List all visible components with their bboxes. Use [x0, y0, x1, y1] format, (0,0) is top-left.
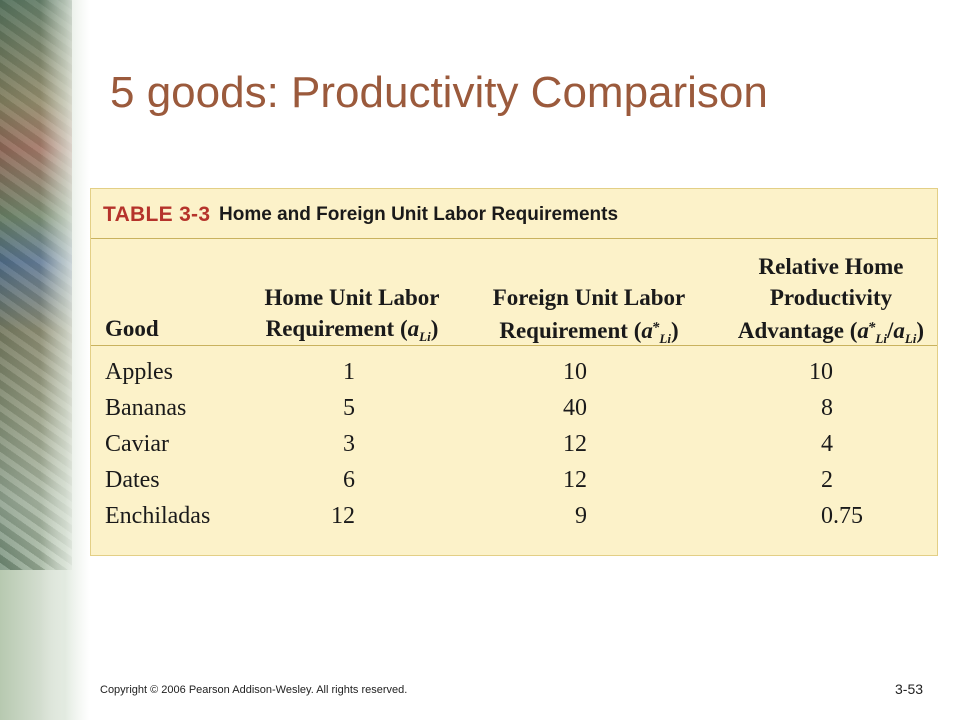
- header-relative-text: Advantage (: [737, 318, 858, 343]
- copyright-notice: Copyright © 2006 Pearson Addison-Wesley.…: [100, 684, 408, 696]
- cell-relative: 2: [821, 467, 833, 493]
- relative-symbol2-a: a: [893, 318, 905, 343]
- header-foreign-line1: Foreign Unit Labor: [492, 285, 686, 310]
- cell-home: 3: [343, 431, 355, 457]
- cell-foreign: 12: [563, 431, 587, 457]
- sidebar-fade: [40, 0, 90, 720]
- cell-foreign: 40: [563, 395, 587, 421]
- header-home-line2: Requirement (aLi): [257, 313, 447, 352]
- cell-home: 6: [343, 467, 355, 493]
- table-row: Enchiladas 12 9 0.75: [91, 498, 937, 534]
- cell-relative: 10: [809, 359, 833, 385]
- header-foreign: Foreign Unit Labor Requirement (a*Li): [489, 282, 689, 354]
- foreign-symbol-a: a: [641, 318, 653, 343]
- header-home-close: ): [430, 316, 439, 341]
- header-home-text: Requirement (: [265, 316, 408, 341]
- cell-home: 12: [331, 503, 355, 529]
- relative-symbol2-sub: Li: [904, 331, 917, 346]
- header-relative-line3: Advantage (a*Li/aLi): [731, 313, 931, 354]
- header-home-line1: Home Unit Labor: [264, 285, 440, 310]
- table-row: Dates 6 12 2: [91, 462, 937, 498]
- table-label: TABLE 3-3: [103, 203, 211, 226]
- relative-symbol-home: aLi: [893, 318, 917, 346]
- cell-good: Caviar: [105, 431, 169, 457]
- header-relative: Relative Home Productivity Advantage (a*…: [731, 251, 931, 354]
- cell-relative: 0.75: [821, 503, 863, 529]
- cell-home: 1: [343, 359, 355, 385]
- table-caption: TABLE 3-3 Home and Foreign Unit Labor Re…: [91, 189, 937, 239]
- header-foreign-close: ): [670, 318, 679, 343]
- slide-title: 5 goods: Productivity Comparison: [110, 68, 768, 117]
- decorative-sidebar: [0, 0, 90, 720]
- header-foreign-text: Requirement (: [499, 318, 642, 343]
- header-good: Good: [105, 316, 159, 341]
- relative-symbol1-a: a: [857, 318, 869, 343]
- cell-foreign: 12: [563, 467, 587, 493]
- cell-foreign: 10: [563, 359, 587, 385]
- header-relative-line2: Productivity: [769, 285, 893, 310]
- relative-symbol1-sub: Li: [875, 331, 887, 346]
- cell-good: Apples: [105, 359, 173, 385]
- table-row: Apples 1 10 10: [91, 354, 937, 390]
- header-relative-close: ): [916, 318, 925, 343]
- relative-symbol-foreign: a*Li: [857, 318, 887, 346]
- table-figure: TABLE 3-3 Home and Foreign Unit Labor Re…: [90, 188, 938, 556]
- home-symbol-a: a: [407, 316, 420, 341]
- header-relative-line1: Relative Home: [758, 254, 904, 279]
- table-body: Apples 1 10 10 Bananas 5 40 8 Caviar 3 1…: [91, 354, 937, 534]
- header-foreign-line2: Requirement (a*Li): [489, 313, 689, 354]
- cell-home: 5: [343, 395, 355, 421]
- cell-good: Enchiladas: [105, 503, 211, 529]
- cell-good: Dates: [105, 467, 160, 493]
- foreign-symbol-star: *: [651, 320, 660, 336]
- table-description: Home and Foreign Unit Labor Requirements: [219, 204, 619, 225]
- foreign-symbol: a*Li: [641, 318, 671, 346]
- foreign-symbol-sub: Li: [659, 331, 671, 346]
- slide-number: 3-53: [895, 681, 924, 697]
- relative-symbol1-star: *: [867, 320, 876, 336]
- cell-good: Bananas: [105, 395, 187, 421]
- cell-foreign: 9: [575, 503, 587, 529]
- table-row: Caviar 3 12 4: [91, 426, 937, 462]
- cell-relative: 4: [821, 431, 833, 457]
- home-symbol-sub: Li: [419, 329, 431, 344]
- home-symbol: aLi: [407, 316, 431, 344]
- header-home: Home Unit Labor Requirement (aLi): [257, 282, 447, 352]
- header-divider: [91, 345, 937, 346]
- table-row: Bananas 5 40 8: [91, 390, 937, 426]
- relative-slash: /: [886, 318, 894, 343]
- cell-relative: 8: [821, 395, 833, 421]
